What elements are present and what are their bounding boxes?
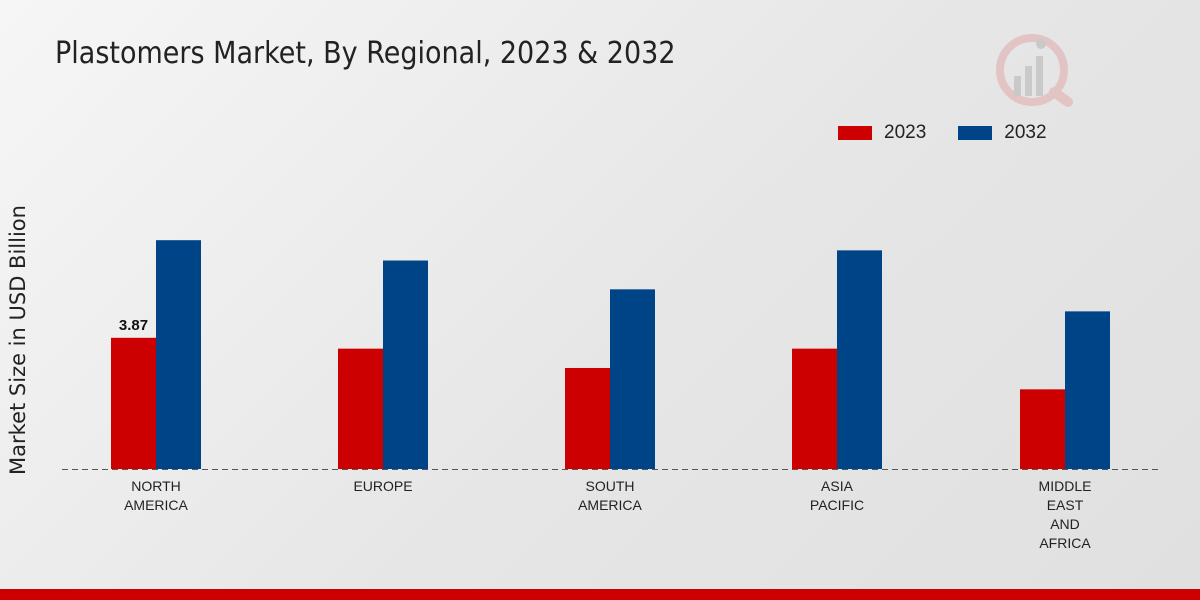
legend-item-2032[interactable]: 2032	[958, 122, 1047, 144]
bar-2023-4	[1020, 389, 1065, 469]
bar-2023-1	[338, 348, 383, 469]
bar-2032-1	[383, 260, 428, 469]
x-tick-label-line: PACIFIC	[810, 497, 864, 513]
x-tick-label-line: EUROPE	[353, 478, 412, 494]
x-tick-label-line: ASIA	[821, 478, 854, 494]
x-tick-label-line: MIDDLE	[1039, 478, 1092, 494]
x-tick-label-line: EAST	[1047, 497, 1084, 513]
legend-swatch-2032	[958, 126, 993, 140]
x-tick-label-line: NORTH	[131, 478, 181, 494]
legend-label-2023: 2023	[884, 122, 927, 143]
legend-label-2032: 2032	[1004, 122, 1047, 143]
x-tick-label-line: AMERICA	[578, 497, 642, 513]
x-tick-label-1: EUROPE	[353, 478, 412, 494]
x-tick-label-0: NORTH AMERICA	[124, 478, 188, 513]
legend-item-2023[interactable]: 2023	[838, 122, 926, 144]
footer-bar	[0, 589, 1200, 600]
x-tick-label-2: SOUTH AMERICA	[578, 478, 642, 513]
bar-2023-2	[565, 367, 610, 469]
bar-2023-0	[111, 337, 156, 469]
chart-title: Plastomers Market, By Regional, 2023 & 2…	[55, 36, 676, 71]
x-tick-label-line: SOUTH	[586, 478, 635, 494]
legend-swatch-2023	[838, 126, 872, 140]
data-label-2023-0: 3.87	[119, 317, 148, 334]
bar-2032-4	[1065, 311, 1110, 469]
x-tick-label-4: MIDDLE EAST AND AFRICA	[1039, 478, 1092, 551]
bar-2032-3	[837, 250, 882, 469]
bar-2032-0	[156, 240, 201, 469]
x-tick-label-3: ASIA PACIFIC	[810, 478, 864, 513]
bar-2023-3	[792, 348, 837, 469]
x-tick-label-line: AMERICA	[124, 497, 188, 513]
x-tick-label-line: AFRICA	[1039, 535, 1091, 551]
bar-2032-2	[610, 289, 655, 469]
chart-legend: 2023 2032	[838, 122, 1079, 144]
market-research-logo-icon	[996, 34, 1073, 107]
x-tick-label-line: AND	[1050, 516, 1080, 532]
